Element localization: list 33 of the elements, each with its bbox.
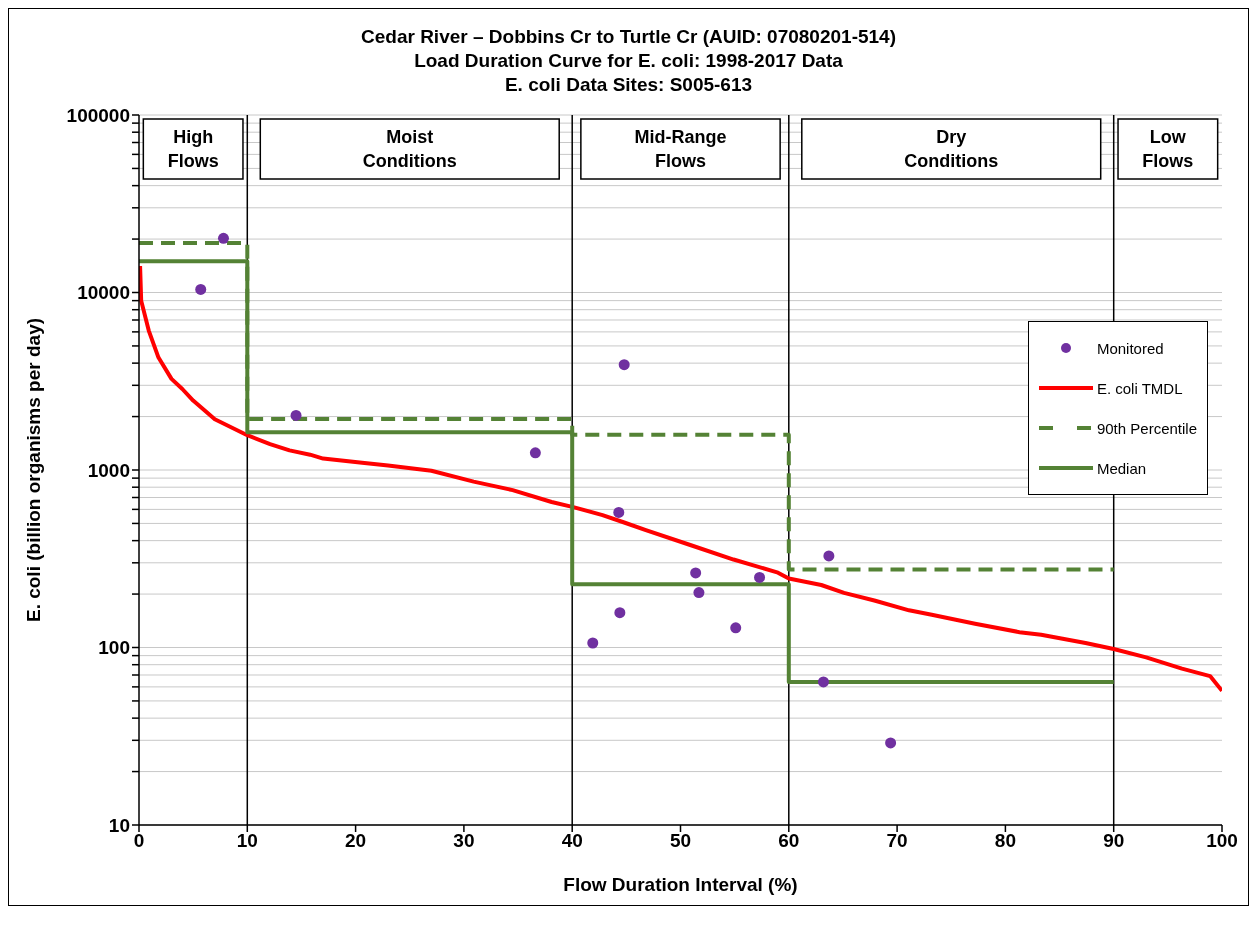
x-tick-label: 40: [561, 830, 583, 852]
text-box: Moist Conditions: [259, 118, 560, 180]
y-tick-label: 1000: [87, 459, 130, 481]
x-tick-label: 90: [1103, 830, 1125, 852]
x-tick-label: 50: [669, 830, 692, 852]
legend-label: Monitored: [1096, 339, 1164, 357]
x-tick-label: 80: [994, 830, 1016, 852]
y-tick-label: 100000: [66, 104, 130, 126]
x-tick-label: 30: [453, 830, 475, 852]
annotation: Dry Conditions: [904, 127, 999, 171]
annotation: Mid-Range Flows: [634, 127, 727, 171]
annotation: Moist Conditions: [362, 127, 457, 171]
x-tick-label: 100: [1206, 830, 1238, 852]
text-box: Low Flows: [1117, 118, 1219, 180]
y-tick-label: 10000: [77, 282, 130, 304]
text-box: Mid-Range Flows: [580, 118, 781, 180]
legend-label: Median: [1096, 459, 1147, 477]
annotation: Low Flows: [1142, 127, 1194, 171]
y-axis-title: E. coli (billion organisms per day): [22, 317, 44, 623]
legend-label: E. coli TMDL: [1096, 379, 1183, 397]
x-tick-label: 70: [886, 830, 908, 852]
text-box: High Flows: [142, 118, 244, 180]
annotation: High Flows: [167, 127, 219, 171]
legend-label: 90th Percentile: [1096, 419, 1197, 437]
text-box: Dry Conditions: [801, 118, 1102, 180]
x-tick-label: 60: [778, 830, 800, 852]
chart-title: Cedar River – Dobbins Cr to Turtle Cr (AUID: 07080201-514) Load Duration Curve for E. coli: 1998-2017 Data E. coli Data Sites: S005-613: [360, 25, 897, 97]
x-axis-title: Flow Duration Interval (%): [563, 874, 798, 895]
y-tick-label: 10: [108, 814, 130, 836]
x-tick-label: 20: [345, 830, 367, 852]
x-tick-label: 10: [236, 830, 258, 852]
x-tick-label: 0: [133, 830, 145, 852]
y-tick-label: 100: [98, 637, 130, 659]
